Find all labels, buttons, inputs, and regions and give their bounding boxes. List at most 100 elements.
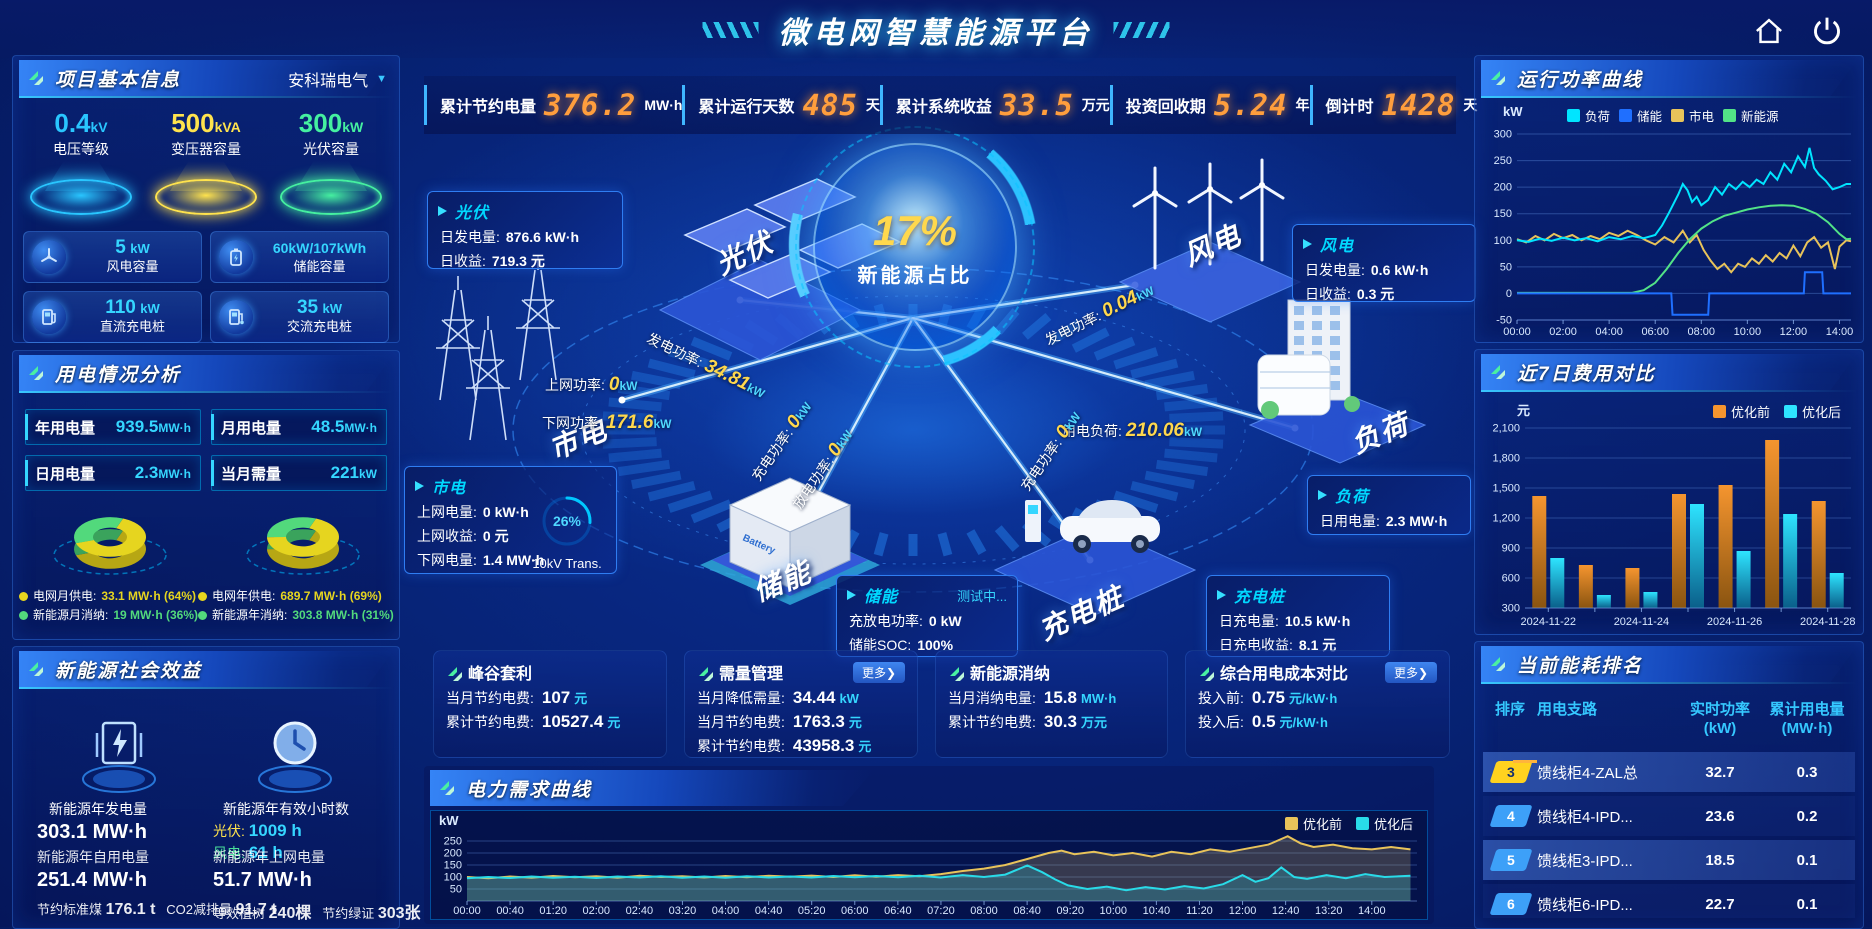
legend-item[interactable]: 储能 xyxy=(1619,106,1662,125)
status-badge: 测试中... xyxy=(957,588,1007,604)
table-row[interactable]: 3 馈线柜4-ZAL总 32.7 0.3 xyxy=(1483,752,1855,792)
svg-text:12:00: 12:00 xyxy=(1780,326,1808,338)
info-row: 储能SOC: 100% xyxy=(849,637,954,653)
power-chart-canvas: -50 0 50 100 150 200 250 300 00:00 02:00 04:00 06:0… xyxy=(1494,129,1854,339)
table-row[interactable]: 6 馈线柜6-IPD... 22.7 0.1 xyxy=(1483,884,1855,918)
info-box-load: 负荷 日用电量: 2.3 MW·h xyxy=(1307,475,1471,535)
battery-icon xyxy=(219,240,253,274)
legend-item[interactable]: 优化前 xyxy=(1284,814,1342,833)
chart-legend: 负荷 储能 市电 新能源 xyxy=(1567,106,1779,125)
svg-text:13:20: 13:20 xyxy=(1315,905,1343,917)
benefit-label: 新能源年发电量 xyxy=(49,801,147,817)
svg-text:50: 50 xyxy=(450,884,462,896)
home-icon[interactable] xyxy=(1752,14,1786,53)
renewable-share-label: 新能源占比 xyxy=(857,264,973,287)
info-box-charger: 充电桩 日充电量: 10.5 kW·h 日充电收益: 8.1 元 xyxy=(1206,575,1390,657)
svg-text:1,800: 1,800 xyxy=(1492,453,1520,465)
svg-text:150: 150 xyxy=(1494,208,1512,220)
generation-icon xyxy=(75,709,163,800)
svg-text:300: 300 xyxy=(1502,603,1520,615)
panel-energy-ranking: 当前能耗排名 排序 用电支路 实时功率 (kW) 累计用电量 (MW·h) 3 馈线柜4-… xyxy=(1474,641,1864,929)
stat-item: 累计系统收益 33.5 万元 xyxy=(879,85,1110,125)
svg-text:1,200: 1,200 xyxy=(1492,513,1520,525)
flow-label: 下网功率: 171.6kW xyxy=(542,412,672,433)
rank-badge: 5 xyxy=(1489,849,1533,871)
svg-text:10:00: 10:00 xyxy=(1734,326,1762,338)
svg-text:12:00: 12:00 xyxy=(1229,905,1257,917)
column-header: 累计用电量 (MW·h) xyxy=(1769,701,1845,737)
kpi-row-item: 当月节约电费: 1763.3 元 xyxy=(697,712,862,731)
svg-text:200: 200 xyxy=(1494,182,1512,194)
cost-chart-canvas: 300 600 900 1,200 1,500 1,800 2,100 2024-11-22 2… xyxy=(1492,423,1855,629)
rank-badge: 4 xyxy=(1489,805,1533,827)
decor-slashes-right xyxy=(1113,22,1170,38)
svg-text:04:00: 04:00 xyxy=(1595,326,1623,338)
panel-corner-icon xyxy=(1489,69,1507,87)
legend-item[interactable]: 优化后 xyxy=(1783,402,1841,421)
panel-renewable-benefit: 新能源社会效益 新能源年发电量 303.1 MW·h 新能源年有效小时数 光伏:… xyxy=(12,646,421,929)
kpi-row-item: 当月消纳电量: 15.8 MW·h xyxy=(948,688,1117,707)
svg-text:02:00: 02:00 xyxy=(582,905,610,917)
info-box-title: 充电桩 xyxy=(1234,589,1286,606)
chart-legend: 优化前 优化后 xyxy=(1712,402,1841,421)
panel-cost-compare: 近7日费用对比 元 优化前 优化后 300 600 900 1,200 1,500 1,80… xyxy=(1474,349,1864,635)
legend-item[interactable]: 负荷 xyxy=(1567,106,1610,125)
stat-item: 累计节约电量 376.2 MW·h xyxy=(424,85,682,125)
y-axis-unit: 元 xyxy=(1517,403,1531,418)
table-row[interactable]: 4 馈线柜4-IPD... 23.6 0.2 xyxy=(1483,796,1855,836)
scroll-indicator[interactable] xyxy=(1513,760,1537,763)
flow-label: 充电功率:0kW xyxy=(1017,409,1084,494)
legend-item[interactable]: 电网月供电: 33.1 MW·h (64%) xyxy=(19,587,198,606)
legend-item[interactable]: 市电 xyxy=(1671,106,1714,125)
legend-item[interactable]: 优化前 xyxy=(1712,402,1770,421)
pedestal-item: 0.4kV 电压等级 xyxy=(21,110,141,215)
info-box-title: 市电 xyxy=(432,480,467,497)
wind-icon xyxy=(32,240,66,274)
legend-item[interactable]: 优化后 xyxy=(1355,814,1413,833)
kpi-row-item: 累计节约电费: 30.3 万元 xyxy=(948,712,1107,731)
svg-text:250: 250 xyxy=(444,836,462,848)
power-icon[interactable] xyxy=(1810,14,1844,53)
panel-power-curve: 运行功率曲线 kW 负荷 储能 市电 新能源 -50 0 50 100 150 200 250 30… xyxy=(1474,55,1864,343)
more-button[interactable]: 更多❯ xyxy=(1384,661,1437,683)
svg-text:02:00: 02:00 xyxy=(1549,326,1577,338)
info-row: 充放电功率: 0 kW xyxy=(849,613,962,629)
capacity-card: 60kW/107kWh 储能容量 xyxy=(210,231,389,283)
arrow-icon xyxy=(1217,590,1226,600)
column-header: 用电支路 xyxy=(1537,701,1598,718)
more-button[interactable]: 更多❯ xyxy=(852,661,905,683)
legend-item[interactable]: 新能源月消纳: 19 MW·h (36%) xyxy=(19,606,198,625)
panel-corner-icon xyxy=(1489,363,1507,381)
svg-text:03:20: 03:20 xyxy=(669,905,697,917)
flow-label: 发电功率:34.81kW xyxy=(644,329,767,401)
legend-item[interactable]: 电网年供电: 689.7 MW·h (69%) xyxy=(198,587,394,606)
kpi-row-item: 当月节约电费: 107 元 xyxy=(446,688,588,707)
arrow-icon xyxy=(847,590,856,600)
legend-item[interactable]: 新能源 xyxy=(1723,106,1779,125)
stats-bar: 累计节约电量 376.2 MW·h 累计运行天数 485 天 累计系统收益 33… xyxy=(424,76,1477,134)
svg-text:Battery: Battery xyxy=(741,533,777,557)
table-row[interactable]: 5 馈线柜3-IPD... 18.5 0.1 xyxy=(1483,840,1855,880)
stat-item: 倒计时 1428 天 xyxy=(1309,85,1477,125)
panel-usage-analysis: 用电情况分析 年用电量 939.5MW·h 月用电量 48.5MW·h 日用电量… xyxy=(12,350,400,640)
project-selector[interactable]: 安科瑞电气 ▼ xyxy=(288,73,387,90)
clock-icon xyxy=(251,709,339,800)
pedestal-item: 300kW 光伏容量 xyxy=(271,110,391,215)
kpi-row-item: 当月降低需量: 34.44 kW xyxy=(697,688,859,707)
panel-corner-icon xyxy=(1489,655,1507,673)
ac-charger-icon xyxy=(219,300,253,334)
kpi-title: 新能源消纳 xyxy=(970,666,1051,683)
svg-text:1,500: 1,500 xyxy=(1492,483,1520,495)
donut-legends: 电网月供电: 33.1 MW·h (64%) 新能源月消纳: 19 MW·h (… xyxy=(13,587,399,625)
table-header: 排序 用电支路 实时功率 (kW) 累计用电量 (MW·h) xyxy=(1483,700,1855,738)
panel-corner-icon xyxy=(27,69,45,87)
kpi-row-item: 投入后: 0.5 元/kW·h xyxy=(1198,712,1328,731)
node-label-storage: 储能 xyxy=(748,555,817,608)
kpi-title: 综合用电成本对比 xyxy=(1220,666,1349,683)
svg-text:01:20: 01:20 xyxy=(539,905,567,917)
node-label-wind: 风电 xyxy=(1178,219,1247,272)
panel-corner-icon xyxy=(27,364,45,382)
legend-item[interactable]: 新能源年消纳: 303.8 MW·h (31%) xyxy=(198,606,394,625)
panel-corner-icon xyxy=(27,660,45,678)
